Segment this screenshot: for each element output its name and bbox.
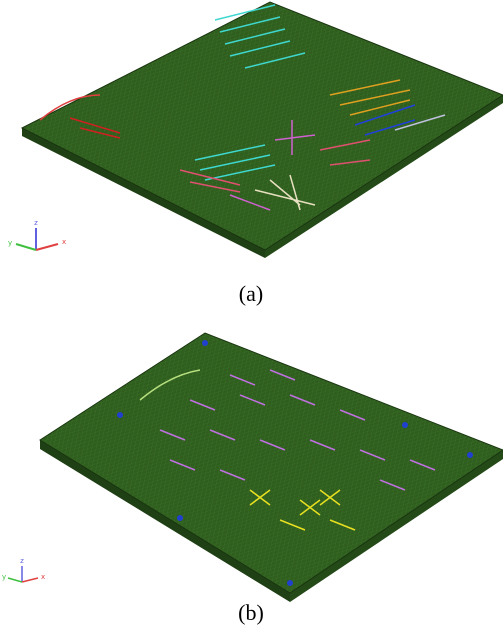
panel-a: z x y (a) <box>8 2 503 306</box>
caption: (a) <box>239 281 263 306</box>
axis-label: y <box>8 239 12 247</box>
axis-label: z <box>20 557 24 565</box>
axis-triad: z x y <box>8 219 66 250</box>
plate <box>40 333 503 593</box>
axis-label: x <box>62 238 66 246</box>
page: z x y (a) z x y (b) (() => { const data <box>0 0 503 633</box>
axis-label: z <box>34 219 38 227</box>
axis-label: x <box>41 573 45 581</box>
caption: (b) <box>238 600 264 625</box>
panel-b: z x y (b) <box>2 333 503 625</box>
axis-triad: z x y <box>2 557 45 582</box>
figure: z x y (a) z x y (b) <box>0 0 503 633</box>
axis-label: y <box>2 573 6 581</box>
